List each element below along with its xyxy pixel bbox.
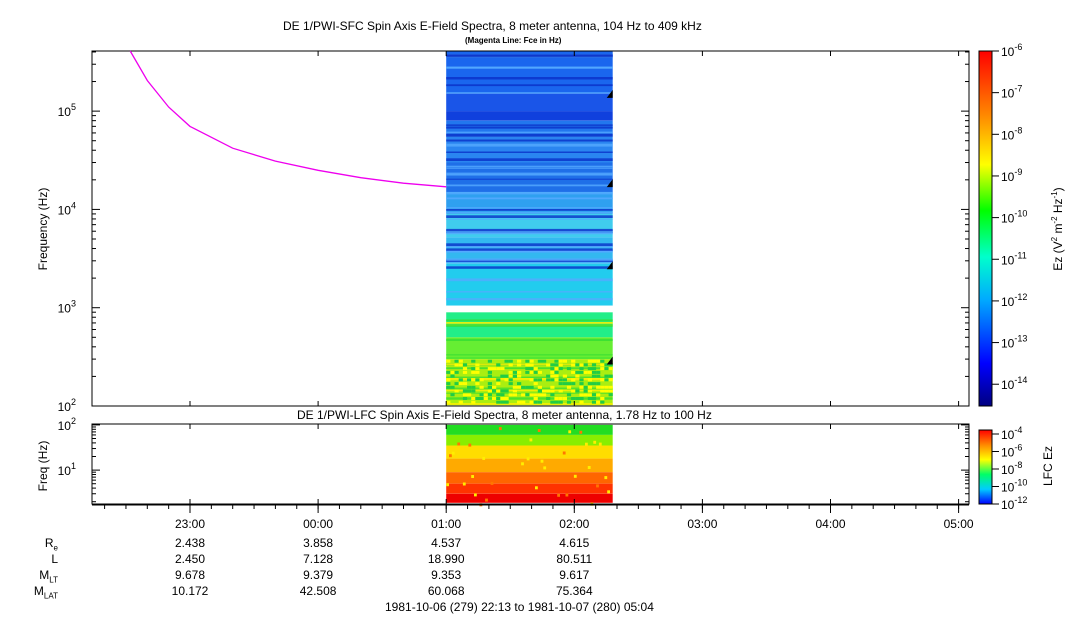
svg-text:10-9: 10-9 <box>1001 167 1022 184</box>
svg-text:05:00: 05:00 <box>944 517 974 531</box>
svg-text:105: 105 <box>58 102 76 119</box>
svg-text:10-12: 10-12 <box>1001 292 1027 309</box>
svg-text:10-7: 10-7 <box>1001 84 1022 101</box>
ephemeris-value: 3.858 <box>303 536 334 550</box>
svg-text:104: 104 <box>58 200 76 217</box>
svg-text:04:00: 04:00 <box>815 517 845 531</box>
sfc-colorbar-ticks: 10-6 10-7 10-8 10-9 10-10 10-11 10-12 10-13 10-1… <box>992 42 1027 392</box>
sfc-subtitle: (Magenta Line: Fce in Hz) <box>465 36 562 45</box>
sfc-markers <box>606 89 613 365</box>
svg-text:10-8: 10-8 <box>1001 460 1022 477</box>
ephemeris-value: 4.537 <box>431 536 462 550</box>
lfc-spectrogram <box>446 424 613 507</box>
svg-text:03:00: 03:00 <box>687 517 717 531</box>
lfc-y-axis-label: Freq (Hz) <box>36 441 50 492</box>
ephemeris-label: L <box>51 552 58 566</box>
ephemeris-value: 4.615 <box>559 536 590 550</box>
ephemeris-value: 80.511 <box>556 552 593 566</box>
svg-text:10-11: 10-11 <box>1001 250 1027 267</box>
svg-text:101: 101 <box>58 461 76 478</box>
svg-text:102: 102 <box>58 397 76 414</box>
sfc-spectrogram <box>446 51 613 406</box>
sfc-colorbar-label: Ez (V2 m-2 Hz-1) <box>1050 187 1065 270</box>
ephemeris-value: 9.379 <box>303 568 334 582</box>
svg-text:10-12: 10-12 <box>1001 495 1027 512</box>
ephemeris-value: 7.128 <box>303 552 334 566</box>
ephemeris-value: 2.438 <box>174 536 206 550</box>
svg-text:10-6: 10-6 <box>1001 42 1022 59</box>
ephemeris-label: MLAT <box>33 584 58 601</box>
svg-text:103: 103 <box>58 299 76 316</box>
svg-text:02:00: 02:00 <box>559 517 589 531</box>
svg-text:102: 102 <box>58 416 76 433</box>
svg-text:10-6: 10-6 <box>1001 443 1022 460</box>
svg-text:23:00: 23:00 <box>175 517 205 531</box>
ephemeris-value: 9.353 <box>431 568 462 582</box>
ephemeris-label: Re <box>44 536 58 553</box>
ephemeris-label: MLT <box>39 568 58 585</box>
svg-text:10-13: 10-13 <box>1001 334 1027 351</box>
sfc-colorbar <box>978 50 993 407</box>
time-axis: 23:00 00:00 01:00 02:00 03:00 04:00 05:00 <box>92 51 974 531</box>
svg-text:10-4: 10-4 <box>1001 425 1022 442</box>
fce-line <box>129 50 447 188</box>
ephemeris-value: 2.450 <box>174 552 206 566</box>
svg-text:10-8: 10-8 <box>1001 125 1022 142</box>
lfc-y-axis: 101 102 <box>58 416 969 503</box>
svg-text:01:00: 01:00 <box>431 517 461 531</box>
sfc-plot-frame <box>91 50 970 407</box>
svg-text:00:00: 00:00 <box>303 517 333 531</box>
lfc-colorbar-label: LFC Ez <box>1041 446 1055 486</box>
ephemeris-value: 9.617 <box>559 568 590 582</box>
ephemeris-value: 18.990 <box>427 552 465 566</box>
svg-text:10-14: 10-14 <box>1001 375 1027 392</box>
sfc-y-axis-label: Frequency (Hz) <box>36 188 50 271</box>
ephemeris-value: 75.364 <box>555 584 593 598</box>
ephemeris-value: 42.508 <box>299 584 337 598</box>
lfc-plot-frame <box>91 423 970 505</box>
lfc-title: DE 1/PWI-LFC Spin Axis E-Field Spectra, … <box>297 408 712 422</box>
lfc-colorbar <box>978 429 993 505</box>
sfc-title: DE 1/PWI-SFC Spin Axis E-Field Spectra, … <box>283 19 702 33</box>
time-range-label: 1981-10-06 (279) 22:13 to 1981-10-07 (28… <box>385 600 654 614</box>
svg-text:10-10: 10-10 <box>1001 209 1027 226</box>
svg-text:10-10: 10-10 <box>1001 478 1027 495</box>
ephemeris-value: 9.678 <box>174 568 206 582</box>
ephemeris-value: 10.172 <box>171 584 209 598</box>
ephemeris-value: 60.068 <box>427 584 465 598</box>
